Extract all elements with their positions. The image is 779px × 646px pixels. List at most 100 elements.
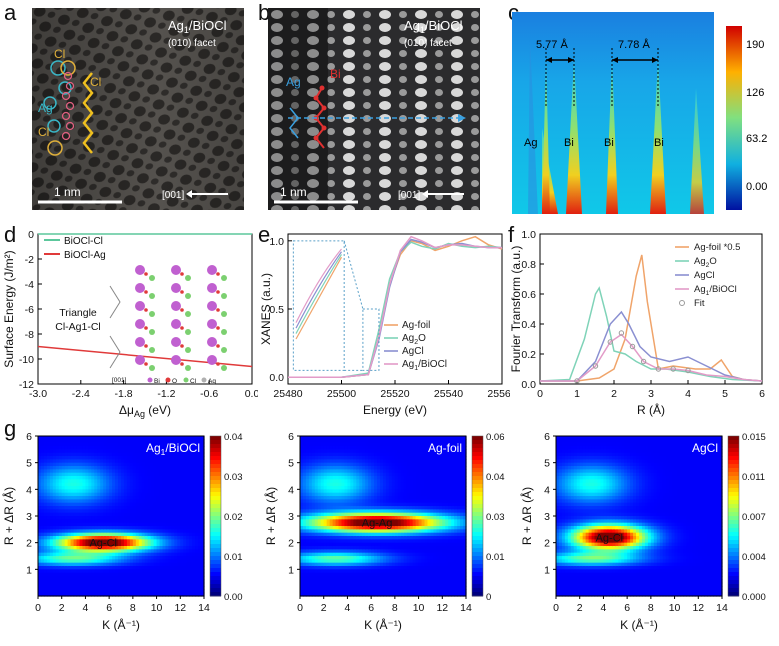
heatmap-cell xyxy=(305,512,310,517)
heatmap-cell xyxy=(332,532,337,537)
heatmap-cell xyxy=(91,442,95,447)
heatmap-cell xyxy=(132,526,137,530)
heatmap-cell xyxy=(67,566,72,570)
inset-atom-bi xyxy=(171,355,181,365)
heatmap-cell xyxy=(353,512,357,517)
heatmap-cell xyxy=(180,532,184,537)
heatmap-cell xyxy=(100,589,104,594)
heatmap-cell xyxy=(106,466,110,470)
heatmap-cell xyxy=(73,516,78,520)
heatmap-cell xyxy=(385,439,390,444)
heatmap-cell xyxy=(403,559,408,564)
heatmap-cell xyxy=(308,439,313,444)
heatmap-cell xyxy=(323,546,328,550)
heatmap-cell xyxy=(112,539,116,544)
heatmap-cell xyxy=(91,562,95,567)
heatmap-cell xyxy=(174,506,178,510)
heatmap-cell xyxy=(180,539,184,544)
heatmap-cell xyxy=(189,546,193,550)
heatmap-cell xyxy=(359,476,363,480)
heatmap-cell xyxy=(177,549,181,554)
heatmap-cell xyxy=(311,476,316,480)
heatmap-cell xyxy=(356,449,360,454)
heatmap-cell xyxy=(121,476,125,480)
heatmap-cell xyxy=(115,479,119,484)
heatmap-cell xyxy=(326,582,331,587)
heatmap-cell xyxy=(359,519,363,524)
heatmap-cell xyxy=(332,529,337,534)
heatmap-cell xyxy=(385,572,390,577)
colorbar-tick-label: 0.01 xyxy=(224,552,243,563)
heatmap-cell xyxy=(64,452,69,457)
heatmap-cell xyxy=(147,572,152,577)
heatmap-cell xyxy=(329,532,334,537)
heatmap-cell xyxy=(323,522,328,527)
heatmap-cell xyxy=(383,552,387,557)
heatmap-cell xyxy=(138,559,143,564)
heatmap-cell xyxy=(353,499,357,504)
heatmap-cell xyxy=(112,459,116,464)
heatmap-cell xyxy=(85,586,89,590)
heatmap-cell xyxy=(156,469,161,474)
heatmap-cell xyxy=(100,582,104,587)
heatmap-cell xyxy=(70,592,75,597)
heatmap-cell xyxy=(341,462,346,467)
heatmap-cell xyxy=(192,509,196,514)
heatmap-cell xyxy=(79,476,84,480)
inset-atom-o xyxy=(144,308,148,312)
heatmap-cell xyxy=(201,482,205,487)
heatmap-cell xyxy=(391,496,396,500)
heatmap-cell xyxy=(397,489,402,494)
heatmap-cell xyxy=(383,479,387,484)
heatmap-cell xyxy=(40,499,45,504)
heatmap-cell xyxy=(368,566,372,570)
heatmap-cell xyxy=(320,502,325,507)
heatmap-cell xyxy=(82,592,87,597)
heatmap-cell xyxy=(383,456,387,460)
heatmap-cell xyxy=(64,529,69,534)
heatmap-cell xyxy=(365,559,369,564)
heatmap-cell xyxy=(97,566,101,570)
heatmap-cell xyxy=(147,559,152,564)
heatmap-cell xyxy=(394,486,399,490)
heatmap-cell xyxy=(314,439,319,444)
heatmap-cell xyxy=(135,519,140,524)
heatmap-cell xyxy=(371,586,375,590)
heatmap-cell xyxy=(397,452,402,457)
heatmap-cell xyxy=(371,459,375,464)
heatmap-cell xyxy=(350,476,354,480)
heatmap-cell xyxy=(115,469,119,474)
heatmap-cell xyxy=(61,519,66,524)
heatmap-cell xyxy=(40,436,45,440)
heatmap-cell xyxy=(103,562,107,567)
heatmap-cell xyxy=(121,509,125,514)
heatmap-cell xyxy=(97,562,101,567)
heatmap-cell xyxy=(150,462,155,467)
heatmap-cell xyxy=(403,579,408,584)
colorbar-segment xyxy=(210,540,221,545)
heatmap-cell xyxy=(311,549,316,554)
heatmap-cell xyxy=(123,569,128,574)
heatmap-cell xyxy=(67,509,72,514)
heatmap-cell xyxy=(138,552,143,557)
heatmap-cell xyxy=(70,442,75,447)
heatmap-cell xyxy=(43,459,48,464)
heatmap-cell xyxy=(61,462,66,467)
heatmap-cell xyxy=(126,566,131,570)
heatmap-cell xyxy=(82,552,87,557)
heatmap-cell xyxy=(150,516,155,520)
heatmap-cell xyxy=(49,499,54,504)
heatmap-cell xyxy=(150,452,155,457)
heatmap-cell xyxy=(43,436,48,440)
heatmap-cell xyxy=(308,516,313,520)
heatmap-cell xyxy=(129,579,134,584)
heatmap-cell xyxy=(153,539,158,544)
heatmap-cell xyxy=(174,579,178,584)
heatmap-cell xyxy=(365,506,369,510)
heatmap-cell xyxy=(112,592,116,597)
heatmap-cell xyxy=(323,559,328,564)
heatmap-cell xyxy=(365,489,369,494)
heatmap-cell xyxy=(323,469,328,474)
heatmap-cell xyxy=(320,492,325,497)
heatmap-cell xyxy=(323,499,328,504)
